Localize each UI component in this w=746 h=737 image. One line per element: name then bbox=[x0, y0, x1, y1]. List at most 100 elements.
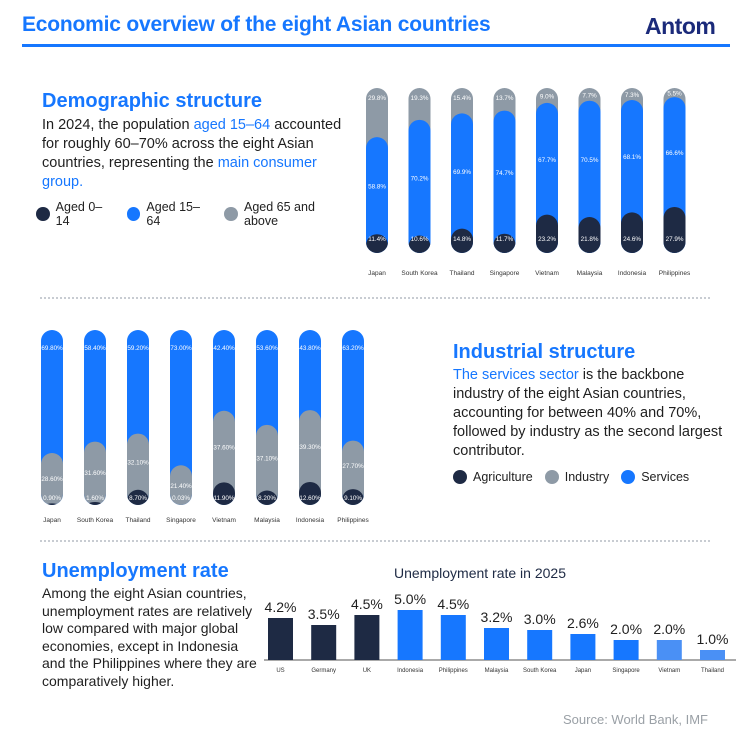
data-label: 7.7% bbox=[582, 92, 597, 99]
bar-group: 11.4% 58.8% 29.8% Japan bbox=[366, 88, 388, 277]
data-label: 15.4% bbox=[453, 95, 471, 102]
data-label: 9.10% bbox=[344, 495, 362, 502]
category-label: Thailand bbox=[450, 270, 475, 277]
legend-item: Services bbox=[621, 470, 689, 484]
data-label: 70.5% bbox=[581, 157, 599, 164]
data-label: 0.03% bbox=[172, 495, 190, 502]
data-label: 4.5% bbox=[437, 596, 469, 612]
highlight-text: The services sector bbox=[453, 367, 579, 383]
text-part: In 2024, the population bbox=[42, 117, 194, 133]
category-label: Singapore bbox=[166, 517, 196, 524]
data-label: 59.20% bbox=[127, 345, 149, 352]
unemployment-description: Among the eight Asian countries, unemplo… bbox=[42, 585, 257, 689]
data-label: 69.80% bbox=[41, 345, 63, 352]
category-label: Malaysia bbox=[485, 668, 509, 674]
bar-segment bbox=[493, 233, 516, 253]
demographic-legend: Aged 0–14 Aged 15–64 Aged 65 and above bbox=[36, 200, 362, 228]
data-label: 11.7% bbox=[496, 236, 514, 243]
data-label: 42.40% bbox=[213, 345, 235, 352]
section-divider bbox=[40, 540, 710, 542]
legend-label: Services bbox=[641, 470, 690, 484]
data-label: 21.8% bbox=[581, 236, 599, 243]
legend-item: Aged 65 and above bbox=[224, 200, 350, 228]
category-label: South Korea bbox=[77, 517, 114, 524]
unemployment-heading: Unemployment rate bbox=[42, 560, 229, 582]
bar-segment bbox=[213, 482, 235, 505]
highlight-text: aged 15–64 bbox=[193, 117, 271, 133]
legend-label: Industry bbox=[564, 470, 610, 484]
category-label: Japan bbox=[575, 668, 591, 674]
legend-dot-icon bbox=[36, 207, 50, 221]
category-label: Philippines bbox=[659, 270, 691, 277]
bar-group: 9.10% 27.70% 63.20% Philippines bbox=[337, 330, 369, 524]
data-label: 5.0% bbox=[394, 591, 426, 607]
data-label: 31.60% bbox=[84, 470, 106, 477]
data-label: 11.90% bbox=[214, 495, 235, 502]
data-label: 12.60% bbox=[299, 495, 321, 502]
category-label: US bbox=[276, 668, 284, 674]
bar-segment bbox=[41, 503, 63, 505]
category-label: Japan bbox=[43, 517, 61, 524]
data-label: 8.20% bbox=[258, 495, 276, 502]
bar-group: 8.70% 32.10% 59.20% Thailand bbox=[126, 330, 151, 524]
data-label: 3.2% bbox=[481, 609, 513, 625]
unemployment-section: Unemployment rate Among the eight Asian … bbox=[42, 560, 257, 690]
bar bbox=[613, 640, 639, 660]
demographic-chart: 11.4% 58.8% 29.8% Japan 10.6% 70.2% 19.3% South… bbox=[366, 88, 691, 277]
legend-label: Aged 65 and above bbox=[244, 200, 315, 228]
bar-segment bbox=[84, 501, 106, 505]
bar-segment bbox=[170, 465, 192, 505]
data-label: 14.8% bbox=[453, 236, 471, 243]
bar-group: 11.90% 37.60% 42.40% Vietnam bbox=[212, 330, 236, 524]
data-label: 0.90% bbox=[43, 495, 61, 502]
category-label: Japan bbox=[368, 270, 386, 277]
data-label: 1.60% bbox=[86, 495, 104, 502]
bar bbox=[354, 615, 380, 660]
data-label: 27.9% bbox=[666, 236, 684, 243]
data-label: 4.2% bbox=[265, 599, 297, 615]
bar-group: 0.03% 21.40% 73.00% Singapore bbox=[166, 330, 196, 524]
bar-segment bbox=[408, 119, 431, 253]
category-label: Thailand bbox=[126, 517, 151, 524]
category-label: South Korea bbox=[401, 270, 438, 277]
data-label: 37.60% bbox=[213, 445, 235, 452]
legend-item: Aged 0–14 bbox=[36, 200, 115, 228]
bar-segment bbox=[170, 504, 192, 505]
data-label: 39.30% bbox=[299, 444, 321, 451]
bar-segment bbox=[663, 206, 686, 253]
bar-segment bbox=[366, 137, 388, 253]
bar-segment bbox=[451, 228, 473, 253]
category-label: Vietnam bbox=[212, 517, 236, 524]
industrial-section: Industrial structure The services sector… bbox=[453, 341, 733, 484]
bar bbox=[656, 640, 682, 660]
category-label: Indonesia bbox=[618, 270, 647, 277]
data-label: 8.70% bbox=[129, 495, 147, 502]
category-label: Thailand bbox=[701, 668, 724, 674]
data-label: 19.3% bbox=[411, 95, 429, 102]
data-label: 69.9% bbox=[453, 169, 471, 176]
bar-group: 10.6% 70.2% 19.3% South Korea bbox=[401, 88, 438, 277]
bar bbox=[311, 625, 337, 660]
category-label: Malaysia bbox=[254, 517, 280, 524]
data-label: 67.7% bbox=[538, 157, 556, 164]
bar bbox=[397, 610, 423, 660]
data-label: 29.8% bbox=[368, 95, 386, 102]
data-label: 23.2% bbox=[538, 236, 556, 243]
bar-segment bbox=[342, 489, 364, 505]
data-label: 2.0% bbox=[610, 621, 642, 637]
bar-segment bbox=[299, 481, 321, 505]
legend-label: Aged 0–14 bbox=[55, 200, 103, 228]
category-label: Germany bbox=[311, 668, 336, 674]
bar-group: 27.9% 66.6% 5.5% Philippines bbox=[659, 88, 691, 277]
category-label: South Korea bbox=[523, 668, 557, 674]
data-label: 32.10% bbox=[127, 460, 149, 467]
data-label: 28.60% bbox=[41, 476, 63, 483]
legend-item: Agriculture bbox=[453, 470, 533, 484]
demographic-description: In 2024, the population aged 15–64 accou… bbox=[42, 116, 342, 192]
bar-group: 12.60% 39.30% 43.80% Indonesia bbox=[296, 330, 324, 524]
industrial-description: The services sector is the backbone indu… bbox=[453, 366, 728, 461]
bar bbox=[527, 630, 553, 660]
demographic-heading: Demographic structure bbox=[42, 90, 263, 112]
chart-title: Unemployment rate in 2025 bbox=[394, 565, 566, 581]
bar-group: 11.7% 74.7% 13.7% Singapore bbox=[490, 88, 520, 277]
